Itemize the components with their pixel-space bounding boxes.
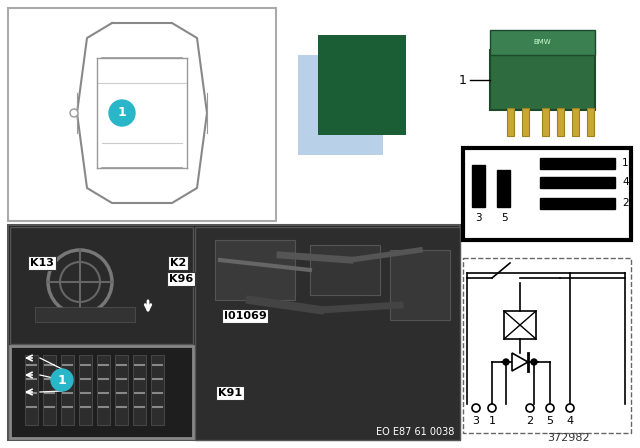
Bar (10, 227, 193, 344)
Text: 3: 3 (475, 213, 481, 223)
Text: 5: 5 (547, 416, 554, 426)
Text: BMW: BMW (533, 39, 551, 45)
Bar (472, 165, 485, 207)
Bar (61, 355, 74, 425)
Circle shape (526, 404, 534, 412)
Circle shape (531, 359, 537, 365)
Bar (463, 148, 631, 240)
Bar (79, 355, 92, 425)
Bar (497, 170, 510, 207)
Bar (540, 177, 615, 188)
Bar (10, 346, 193, 438)
Text: 372982: 372982 (547, 433, 590, 443)
Circle shape (503, 359, 509, 365)
Bar (8, 225, 460, 440)
Text: 2: 2 (622, 198, 628, 208)
Text: 3: 3 (472, 416, 479, 426)
Circle shape (70, 109, 78, 117)
Bar (97, 355, 110, 425)
Bar (25, 355, 38, 425)
Bar (463, 258, 631, 433)
Text: K91: K91 (218, 388, 242, 398)
Text: 2: 2 (527, 416, 534, 426)
Circle shape (488, 404, 496, 412)
Text: 1: 1 (459, 73, 467, 86)
Text: EO E87 61 0038: EO E87 61 0038 (376, 427, 454, 437)
Bar (540, 198, 615, 209)
Text: 1: 1 (58, 374, 67, 387)
Text: I01069: I01069 (223, 311, 266, 321)
Text: K96: K96 (169, 274, 193, 284)
Circle shape (109, 100, 135, 126)
Bar (8, 8, 276, 221)
Text: 1: 1 (118, 107, 126, 120)
Bar (504, 311, 536, 339)
Circle shape (566, 404, 574, 412)
Bar (318, 35, 406, 135)
Bar (35, 307, 135, 322)
Bar (195, 227, 460, 440)
Polygon shape (512, 353, 528, 371)
Circle shape (472, 404, 480, 412)
Text: K13: K13 (30, 258, 54, 268)
Text: 4: 4 (622, 177, 628, 187)
Bar (390, 250, 450, 320)
Polygon shape (490, 50, 595, 110)
Text: 4: 4 (566, 416, 573, 426)
Bar (115, 355, 128, 425)
Polygon shape (490, 30, 595, 55)
Bar (43, 355, 56, 425)
Bar (215, 240, 295, 300)
Bar (557, 108, 564, 136)
Bar (298, 55, 383, 155)
Text: 1: 1 (622, 158, 628, 168)
Bar (542, 108, 549, 136)
Circle shape (546, 404, 554, 412)
Bar (133, 355, 146, 425)
Text: K2: K2 (170, 258, 186, 268)
Bar (151, 355, 164, 425)
Bar (507, 108, 514, 136)
Bar (522, 108, 529, 136)
Bar (540, 158, 615, 169)
Bar (587, 108, 594, 136)
Bar (310, 245, 380, 295)
Circle shape (51, 369, 73, 391)
Text: 1: 1 (488, 416, 495, 426)
Text: 5: 5 (500, 213, 508, 223)
Bar (572, 108, 579, 136)
